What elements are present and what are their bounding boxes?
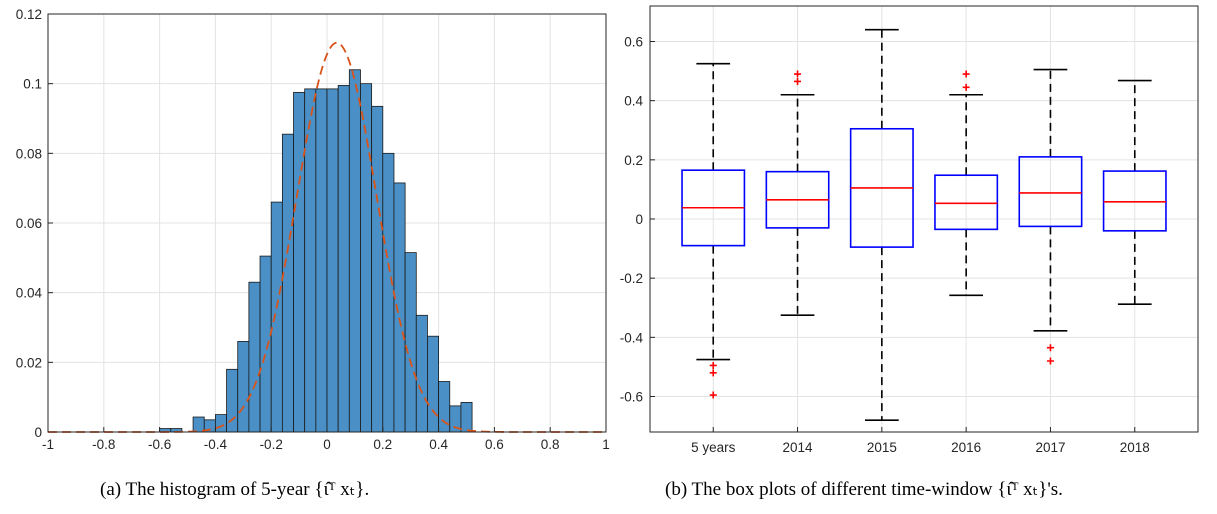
y-tick-label: 0.12: [16, 7, 42, 22]
histogram-bar: [415, 314, 428, 433]
box-2014: [765, 70, 830, 316]
box-5-years: [681, 62, 746, 399]
histogram-plot: -1 -0.8 -0.6 -0.4 -0.2 0 0.2 0.4 0.6 0.8 1 0 0.02 0.0…: [16, 7, 610, 452]
histogram-bar: [382, 152, 395, 433]
histogram-bar: [237, 341, 250, 433]
box-plot: 5 years 2014 2015 2016 2017 2018 -0.6 -0.4 -0.2 0…: [620, 5, 1199, 455]
x-tick-label: -1: [42, 437, 54, 452]
x-tick-label: -0.6: [148, 437, 171, 452]
x-tick-label: 2017: [1035, 440, 1065, 455]
x-tick-label: 2018: [1120, 440, 1150, 455]
y-tick-label: 0.06: [16, 216, 42, 231]
box-2018: [1102, 79, 1167, 306]
outlier-marker: [794, 70, 802, 78]
outlier-marker: [1046, 357, 1054, 365]
histogram-bar: [348, 69, 361, 433]
x-tick-label: 0.2: [373, 437, 392, 452]
outlier-marker: [1046, 344, 1054, 352]
outlier-marker: [709, 391, 717, 399]
y-tick-label: 0.02: [16, 355, 42, 370]
outlier-marker: [962, 83, 970, 91]
x-tick-label: 1: [602, 437, 610, 452]
y-tick-label: -0.6: [620, 390, 643, 405]
x-tick-label: 2015: [867, 440, 897, 455]
y-tick-label: -0.2: [620, 271, 643, 286]
histogram-bar: [293, 91, 306, 433]
histogram-bar: [326, 88, 339, 433]
y-tick-label: 0: [635, 212, 643, 227]
caption-histogram: (a) The histogram of 5-year {ι̂ᵀ xₜ}.: [100, 479, 370, 500]
histogram-bar: [248, 281, 261, 433]
outlier-marker: [709, 361, 717, 369]
histogram-bar: [404, 252, 417, 433]
histogram-bar: [259, 255, 272, 433]
outlier-marker: [962, 70, 970, 78]
histogram-bar: [192, 416, 205, 433]
x-tick-label: 0.8: [541, 437, 560, 452]
y-tick-label: 0.1: [23, 77, 42, 92]
caption-box-plots: (b) The box plots of different time-wind…: [665, 479, 1063, 500]
histogram-bar: [226, 368, 239, 433]
x-tick-label: -0.2: [260, 437, 283, 452]
x-tick-label: -0.8: [92, 437, 115, 452]
outlier-marker: [709, 369, 717, 377]
box-2016: [934, 70, 999, 297]
y-tick-label: 0.04: [16, 286, 43, 301]
x-tick-label: 2014: [783, 440, 814, 455]
box-2015: [849, 28, 914, 421]
histogram-bar: [270, 201, 283, 433]
x-tick-label: 0.4: [429, 437, 448, 452]
histogram-bar: [281, 133, 294, 433]
x-tick-label: -0.4: [204, 437, 228, 452]
y-tick-label: 0.4: [624, 94, 643, 109]
histogram-bar: [315, 88, 328, 433]
x-tick-label: 0: [323, 437, 331, 452]
histogram-bar: [427, 335, 440, 433]
histogram-bar: [337, 85, 350, 433]
box-iqr: [1018, 156, 1083, 228]
y-tick-label: 0: [34, 425, 42, 440]
histogram-bar: [460, 401, 473, 433]
x-tick-label: 5 years: [691, 440, 736, 455]
x-tick-label: 0.6: [485, 437, 504, 452]
box-iqr: [934, 174, 999, 231]
histogram-bar: [360, 83, 373, 433]
histogram-bar: [393, 182, 406, 433]
box-iqr: [1102, 170, 1167, 232]
x-tick-label: 2016: [951, 440, 981, 455]
y-tick-label: -0.4: [620, 330, 644, 345]
histogram-bar: [214, 414, 227, 433]
box-2017: [1018, 68, 1083, 365]
y-tick-label: 0.08: [16, 146, 42, 161]
outlier-marker: [794, 77, 802, 85]
y-tick-label: 0.6: [624, 35, 643, 50]
histogram-bar: [371, 105, 384, 433]
y-tick-label: 0.2: [624, 153, 643, 168]
